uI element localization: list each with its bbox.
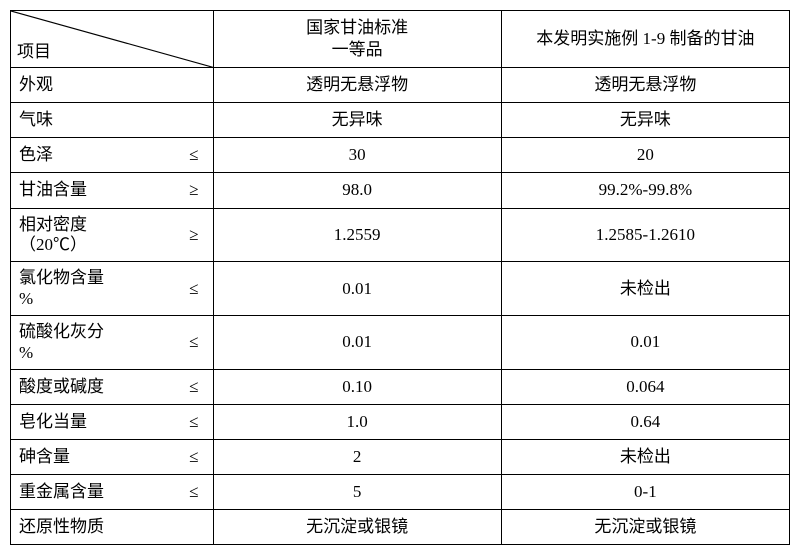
invention-value-cell: 99.2%-99.8% (501, 173, 789, 208)
standard-value-cell: 30 (213, 138, 501, 173)
header-standard-line1: 国家甘油标准 (222, 17, 493, 39)
comparison-operator: ≤ (189, 446, 204, 468)
standard-value-cell: 98.0 (213, 173, 501, 208)
param-name: 相对密度（20℃） (19, 215, 87, 256)
invention-value-cell: 0.64 (501, 405, 789, 440)
standard-value-cell: 无异味 (213, 103, 501, 138)
standard-value-cell: 0.10 (213, 369, 501, 404)
standard-value-cell: 2 (213, 440, 501, 475)
standard-value-cell: 0.01 (213, 316, 501, 370)
param-cell: 色泽 ≤ (11, 138, 214, 173)
param-name: 皂化当量 (19, 411, 87, 433)
invention-value-cell: 0.01 (501, 316, 789, 370)
header-param-cell: 项目 (11, 11, 214, 68)
table-row: 氯化物含量% ≤0.01未检出 (11, 262, 790, 316)
glycerin-spec-table: 项目 国家甘油标准 一等品 本发明实施例 1-9 制备的甘油 外观 透明无悬浮物透… (10, 10, 790, 545)
table-row: 还原性物质无沉淀或银镜无沉淀或银镜 (11, 510, 790, 545)
param-cell: 外观 (11, 68, 214, 103)
param-name: 酸度或碱度 (19, 376, 104, 398)
comparison-operator: ≤ (189, 279, 204, 299)
table-row: 砷含量 ≤2未检出 (11, 440, 790, 475)
param-name: 氯化物含量% (19, 268, 104, 309)
table-wrapper: 项目 国家甘油标准 一等品 本发明实施例 1-9 制备的甘油 外观 透明无悬浮物透… (10, 10, 790, 545)
invention-value-cell: 无沉淀或银镜 (501, 510, 789, 545)
param-cell: 酸度或碱度 ≤ (11, 369, 214, 404)
table-row: 气味 无异味无异味 (11, 103, 790, 138)
param-cell: 重金属含量 ≤ (11, 475, 214, 510)
table-row: 甘油含量 ≥98.099.2%-99.8% (11, 173, 790, 208)
invention-value-cell: 20 (501, 138, 789, 173)
header-invention-cell: 本发明实施例 1-9 制备的甘油 (501, 11, 789, 68)
invention-value-cell: 0.064 (501, 369, 789, 404)
invention-value-cell: 无异味 (501, 103, 789, 138)
invention-value-cell: 1.2585-1.2610 (501, 208, 789, 262)
table-row: 皂化当量 ≤1.00.64 (11, 405, 790, 440)
invention-value-cell: 0-1 (501, 475, 789, 510)
standard-value-cell: 无沉淀或银镜 (213, 510, 501, 545)
invention-value-cell: 透明无悬浮物 (501, 68, 789, 103)
param-cell: 还原性物质 (11, 510, 214, 545)
param-name: 重金属含量 (19, 481, 104, 503)
param-cell: 甘油含量 ≥ (11, 173, 214, 208)
header-standard-line2: 一等品 (222, 39, 493, 61)
param-name: 砷含量 (19, 446, 70, 468)
param-cell: 砷含量 ≤ (11, 440, 214, 475)
standard-value-cell: 1.2559 (213, 208, 501, 262)
param-cell: 相对密度（20℃） ≥ (11, 208, 214, 262)
param-cell: 硫酸化灰分% ≤ (11, 316, 214, 370)
header-invention-label: 本发明实施例 1-9 制备的甘油 (536, 29, 754, 48)
param-name: 色泽 (19, 144, 53, 166)
param-cell: 气味 (11, 103, 214, 138)
table-row: 酸度或碱度 ≤0.100.064 (11, 369, 790, 404)
comparison-operator: ≤ (189, 376, 204, 398)
param-cell: 皂化当量 ≤ (11, 405, 214, 440)
param-cell: 氯化物含量% ≤ (11, 262, 214, 316)
standard-value-cell: 5 (213, 475, 501, 510)
table-header-row: 项目 国家甘油标准 一等品 本发明实施例 1-9 制备的甘油 (11, 11, 790, 68)
header-param-label: 项目 (17, 41, 51, 63)
standard-value-cell: 透明无悬浮物 (213, 68, 501, 103)
table-row: 相对密度（20℃） ≥1.25591.2585-1.2610 (11, 208, 790, 262)
comparison-operator: ≤ (189, 332, 204, 352)
comparison-operator: ≥ (189, 179, 204, 201)
table-row: 硫酸化灰分% ≤0.010.01 (11, 316, 790, 370)
invention-value-cell: 未检出 (501, 440, 789, 475)
comparison-operator: ≥ (189, 225, 204, 245)
comparison-operator: ≤ (189, 481, 204, 503)
invention-value-cell: 未检出 (501, 262, 789, 316)
standard-value-cell: 0.01 (213, 262, 501, 316)
standard-value-cell: 1.0 (213, 405, 501, 440)
param-name: 外观 (19, 74, 53, 96)
table-row: 色泽 ≤3020 (11, 138, 790, 173)
param-name: 硫酸化灰分% (19, 322, 104, 363)
table-row: 重金属含量 ≤50-1 (11, 475, 790, 510)
table-row: 外观 透明无悬浮物透明无悬浮物 (11, 68, 790, 103)
comparison-operator: ≤ (189, 411, 204, 433)
comparison-operator: ≤ (189, 144, 204, 166)
header-standard-cell: 国家甘油标准 一等品 (213, 11, 501, 68)
param-name: 甘油含量 (19, 179, 87, 201)
param-name: 气味 (19, 109, 53, 131)
